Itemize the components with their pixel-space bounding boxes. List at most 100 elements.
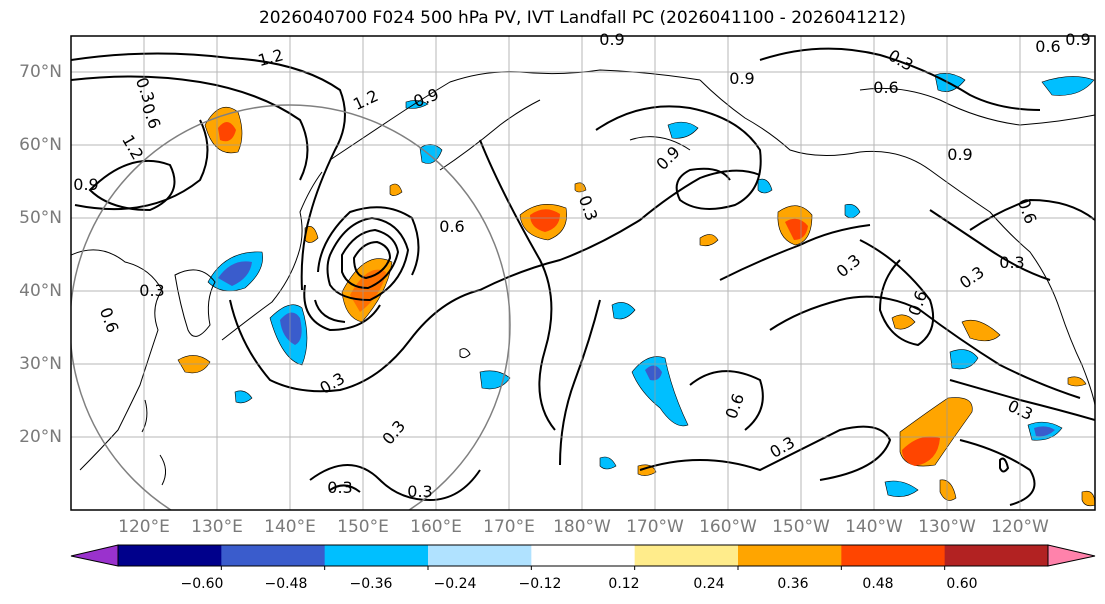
negative-anomaly (479, 370, 511, 390)
colorbar-tick-label: 0.12 (608, 576, 640, 592)
shaded-anomalies (177, 73, 1095, 507)
lon-label-160w: 160°W (699, 517, 757, 537)
negative-anomaly (1034, 426, 1055, 437)
colorbar-box (944, 545, 1049, 566)
contour-label: 0.6 (722, 391, 749, 421)
positive-anomaly (785, 218, 808, 240)
contour-label: 0.3 (956, 262, 988, 292)
colorbar (70, 544, 1096, 570)
contour-label: 0.3 (316, 369, 348, 398)
contour-label: 1.2 (118, 131, 147, 163)
contour-label: 0.6 (439, 217, 464, 236)
lon-label-140w: 140°W (845, 517, 903, 537)
positive-anomaly (902, 436, 940, 466)
contour-label: 0.3 (378, 417, 409, 449)
contour-label: 0.9 (652, 142, 683, 173)
negative-anomaly (757, 178, 773, 194)
negative-anomaly (844, 204, 861, 219)
contour-label: 0.6 (138, 101, 165, 131)
gridlines (71, 36, 1095, 510)
negative-anomaly (218, 261, 252, 286)
contour-label: 0.9 (729, 69, 754, 88)
lat-label-20n: 20°N (19, 427, 62, 447)
colorbar-tick-label: 0.48 (862, 576, 894, 592)
contour-label: 0.3 (327, 478, 352, 497)
lon-label-130e: 130°E (191, 517, 243, 537)
contour-label: 0.3 (833, 250, 865, 281)
negative-anomaly (419, 144, 443, 164)
colorbar-tick-label: −0.12 (518, 576, 562, 592)
negative-anomaly (234, 390, 253, 404)
colorbar-tick-label: −0.60 (180, 576, 224, 592)
positive-anomaly (389, 183, 403, 196)
colorbar-box (841, 545, 946, 566)
colorbar-tick-label: 0.60 (946, 576, 978, 592)
lon-label-150e: 150°E (337, 517, 389, 537)
lon-label-140e: 140°E (264, 517, 316, 537)
colorbar-box (324, 545, 429, 566)
positive-anomaly (699, 234, 719, 247)
contour-label: 0.9 (411, 85, 441, 112)
positive-anomaly (574, 182, 587, 193)
lon-label-170w: 170°W (626, 517, 684, 537)
colorbar-tick-label: −0.48 (264, 576, 308, 592)
contour-label: 0.6 (905, 288, 932, 318)
lat-label-50n: 50°N (19, 208, 62, 228)
positive-anomaly (304, 226, 319, 243)
contour-label: 0.3 (885, 46, 917, 75)
colorbar-tick-label: −0.36 (349, 576, 393, 592)
lon-label-180w: 180°W (553, 517, 611, 537)
positive-anomaly (218, 121, 236, 142)
colorbar-box (634, 545, 739, 566)
contour-label: 0.9 (1065, 30, 1090, 49)
lon-label-160e: 160°E (410, 517, 462, 537)
negative-anomaly (667, 121, 699, 139)
positive-anomaly (530, 209, 560, 232)
negative-anomaly (280, 312, 302, 345)
contour-label: 0.9 (947, 145, 972, 164)
contour-label: 0.3 (575, 193, 602, 223)
colorbar-frame (117, 544, 1049, 567)
negative-anomaly (949, 349, 979, 370)
colorbar-box (531, 545, 636, 566)
negative-anomaly (599, 456, 617, 470)
colorbar-box (118, 545, 222, 566)
negative-anomaly (884, 480, 919, 497)
positive-anomaly (961, 319, 1001, 342)
colorbar-tick-label: 0.36 (777, 576, 809, 592)
lat-label-60n: 60°N (19, 135, 62, 155)
lon-label-170e: 170°E (483, 517, 535, 537)
positive-anomaly (1081, 491, 1095, 507)
lat-label-30n: 30°N (19, 354, 62, 374)
colorbar-box (221, 545, 326, 566)
map-title: 2026040700 F024 500 hPa PV, IVT Landfall… (258, 8, 906, 28)
colorbar-extend-max (1047, 544, 1096, 567)
contour-label: 1.2 (256, 45, 286, 70)
negative-anomaly (1041, 76, 1095, 96)
radius-circle (71, 104, 511, 510)
contour-label: 0.9 (73, 175, 98, 194)
lon-label-120e: 120°E (118, 517, 170, 537)
negative-anomaly (645, 365, 662, 381)
colorbar-extend-min (70, 544, 119, 567)
contour-label: 1.2 (350, 86, 381, 114)
negative-anomaly (631, 356, 689, 427)
colorbar-box (428, 545, 532, 566)
negative-anomaly (611, 302, 636, 320)
contour-label: 0.3 (999, 253, 1024, 272)
contour-label: 0.3 (1005, 396, 1036, 424)
lon-label-130w: 130°W (918, 517, 976, 537)
colorbar-tick-label: −0.24 (433, 576, 477, 592)
positive-anomaly (1067, 376, 1087, 387)
contour-label: 0.6 (1035, 37, 1060, 56)
positive-anomaly (891, 314, 916, 330)
contour-label: 0.3 (139, 281, 164, 300)
lon-label-150w: 150°W (772, 517, 830, 537)
colorbar-tick-label: 0.24 (693, 576, 725, 592)
lon-label-120w: 120°W (991, 517, 1049, 537)
positive-anomaly (939, 479, 957, 501)
coastlines (71, 69, 1095, 486)
lat-label-70n: 70°N (19, 62, 62, 82)
contour-label: 0.9 (599, 30, 624, 49)
